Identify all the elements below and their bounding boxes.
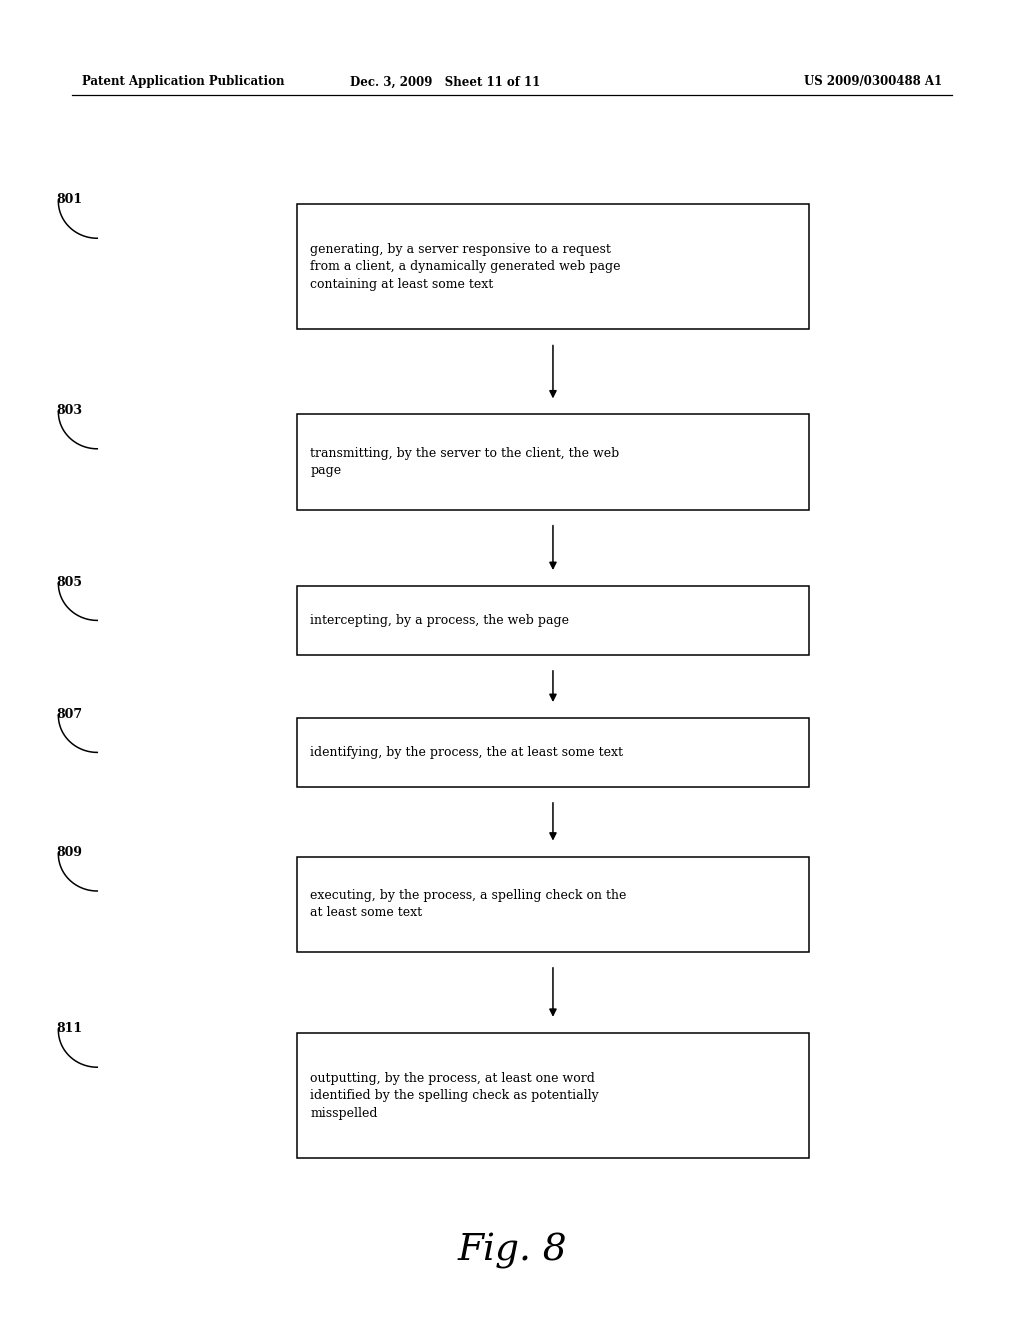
Text: outputting, by the process, at least one word
identified by the spelling check a: outputting, by the process, at least one…	[310, 1072, 599, 1119]
Text: 801: 801	[56, 193, 83, 206]
Text: Dec. 3, 2009   Sheet 11 of 11: Dec. 3, 2009 Sheet 11 of 11	[350, 75, 541, 88]
Text: generating, by a server responsive to a request
from a client, a dynamically gen: generating, by a server responsive to a …	[310, 243, 621, 290]
Bar	[297, 205, 809, 329]
Text: 805: 805	[56, 576, 82, 589]
Text: transmitting, by the server to the client, the web
page: transmitting, by the server to the clien…	[310, 446, 620, 478]
Text: intercepting, by a process, the web page: intercepting, by a process, the web page	[310, 614, 569, 627]
Text: Patent Application Publication: Patent Application Publication	[82, 75, 285, 88]
Text: executing, by the process, a spelling check on the
at least some text: executing, by the process, a spelling ch…	[310, 888, 627, 920]
Text: Fig. 8: Fig. 8	[457, 1233, 567, 1270]
Bar	[297, 857, 809, 952]
Bar	[297, 718, 809, 787]
Bar	[297, 586, 809, 655]
Text: 807: 807	[56, 708, 83, 721]
Bar	[297, 1032, 809, 1159]
Text: US 2009/0300488 A1: US 2009/0300488 A1	[804, 75, 942, 88]
Text: 803: 803	[56, 404, 82, 417]
Text: identifying, by the process, the at least some text: identifying, by the process, the at leas…	[310, 746, 624, 759]
Text: 809: 809	[56, 846, 82, 859]
Text: 811: 811	[56, 1022, 83, 1035]
Bar	[297, 414, 809, 510]
